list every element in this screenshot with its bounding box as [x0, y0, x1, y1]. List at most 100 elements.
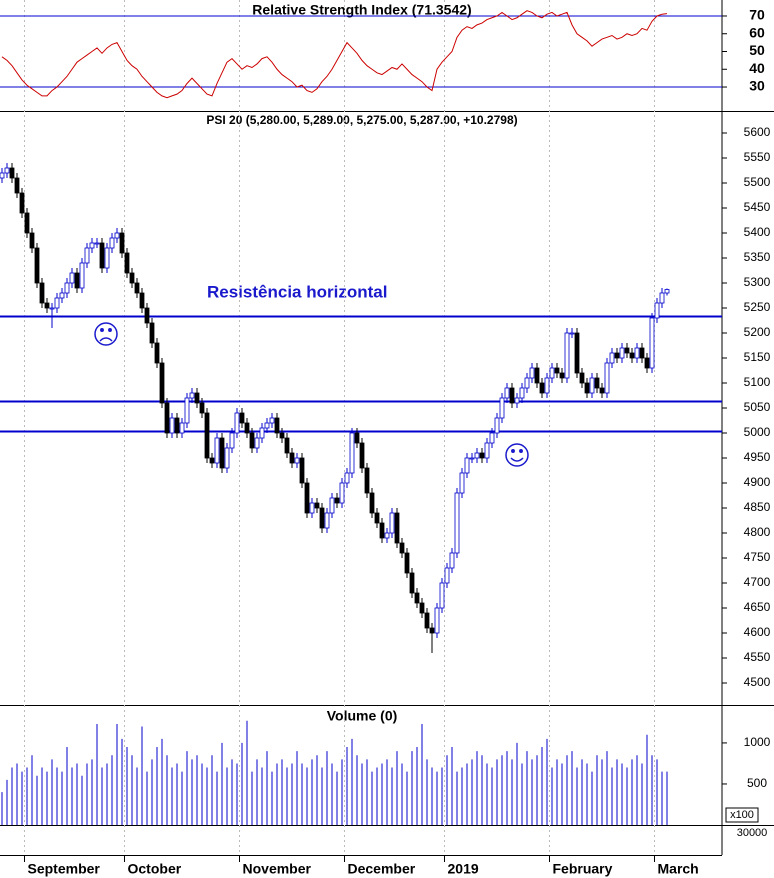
candle-body	[139, 292, 145, 309]
candle-body	[504, 387, 510, 399]
candle-body	[514, 397, 520, 404]
y-tick-label: 5400	[744, 225, 771, 239]
candle-body	[449, 552, 455, 569]
candle-body	[369, 492, 375, 514]
candle-body	[79, 262, 85, 289]
y-tick-label: 4500	[744, 675, 771, 689]
y-tick-label: 4550	[744, 650, 771, 664]
candle-body	[364, 467, 370, 494]
candle-body	[419, 602, 425, 614]
x-tick-label: 2019	[448, 861, 479, 877]
candle-body	[524, 377, 530, 389]
candle-body	[354, 432, 360, 444]
y-tick-label: 5500	[744, 175, 771, 189]
candle-body	[74, 272, 80, 289]
y-tick-label: 5450	[744, 200, 771, 214]
candle-body	[214, 437, 220, 464]
candle-body	[164, 402, 170, 434]
candle-body	[439, 582, 445, 609]
candle-body	[269, 417, 275, 424]
candle-body	[234, 412, 240, 434]
candle-body	[59, 292, 65, 299]
candle-body	[69, 272, 75, 284]
candle-body	[559, 372, 565, 379]
candle-body	[509, 387, 515, 404]
candle-body	[399, 542, 405, 554]
x-tick-label: November	[243, 861, 312, 877]
y-tick-label: 5350	[744, 250, 771, 264]
candle-body	[519, 387, 525, 399]
candle-body	[609, 352, 615, 364]
candle-body	[169, 417, 175, 434]
y-tick-label: 40	[749, 60, 765, 76]
candle-body	[444, 567, 450, 584]
candle-body	[229, 432, 235, 449]
candle-body	[154, 342, 160, 364]
y-tick-label: 5100	[744, 375, 771, 389]
candle-body	[589, 377, 595, 394]
candle-body	[44, 302, 50, 309]
candle-body	[119, 232, 125, 254]
y-tick-label: 5600	[744, 125, 771, 139]
candle-body	[334, 497, 340, 504]
candle-body	[114, 232, 120, 239]
volume-title: Volume (0)	[327, 708, 398, 724]
candle-body	[619, 347, 625, 359]
candle-body	[279, 432, 285, 439]
x-tick-label: March	[658, 861, 699, 877]
candle-body	[434, 607, 440, 634]
candle-body	[94, 242, 100, 245]
candle-body	[219, 437, 225, 469]
x-tick-label: December	[348, 861, 416, 877]
candle-body	[464, 457, 470, 474]
candle-body	[209, 457, 215, 464]
candle-body	[309, 502, 315, 514]
candle-body	[34, 247, 40, 284]
price-title: PSI 20 (5,280.00, 5,289.00, 5,275.00, 5,…	[206, 113, 517, 127]
candle-body	[604, 362, 610, 394]
candle-body	[0, 172, 5, 179]
sad-face	[94, 322, 118, 346]
x-tick-label: February	[553, 861, 613, 877]
y-tick-label: 4950	[744, 450, 771, 464]
candle-body	[179, 422, 185, 434]
y-tick-label: 500	[747, 776, 767, 790]
candle-body	[599, 387, 605, 394]
candle-body	[564, 332, 570, 379]
candle-body	[89, 242, 95, 249]
candle-body	[474, 452, 480, 459]
candle-body	[394, 512, 400, 544]
candle-body	[9, 167, 15, 179]
candle-body	[594, 377, 600, 389]
candle-body	[409, 572, 415, 594]
candle-body	[569, 332, 575, 335]
candle-body	[54, 297, 60, 309]
y-tick-label: 5050	[744, 400, 771, 414]
candle-body	[134, 282, 140, 294]
candle-body	[374, 512, 380, 524]
candle-body	[454, 492, 460, 554]
x-tick-label: September	[28, 861, 101, 877]
candle-body	[244, 422, 250, 434]
y-tick-label: 4600	[744, 625, 771, 639]
candle-body	[554, 367, 560, 374]
candle-body	[634, 347, 640, 359]
happy-face	[505, 443, 529, 467]
candle-body	[319, 507, 325, 529]
y-tick-label: 5300	[744, 275, 771, 289]
y-tick-label: 5250	[744, 300, 771, 314]
candle-body	[14, 177, 20, 194]
candle-body	[199, 402, 205, 414]
candle-body	[484, 442, 490, 459]
candle-body	[529, 367, 535, 379]
candle-body	[19, 192, 25, 214]
rsi-line	[1, 10, 668, 99]
candle-body	[99, 242, 105, 269]
candle-body	[574, 332, 580, 374]
candle-body	[639, 347, 645, 359]
y-tick-label: 5000	[744, 425, 771, 439]
candle-body	[539, 382, 545, 394]
candle-body	[204, 412, 210, 459]
candle-body	[299, 457, 305, 484]
x-tick-label: October	[128, 861, 182, 877]
